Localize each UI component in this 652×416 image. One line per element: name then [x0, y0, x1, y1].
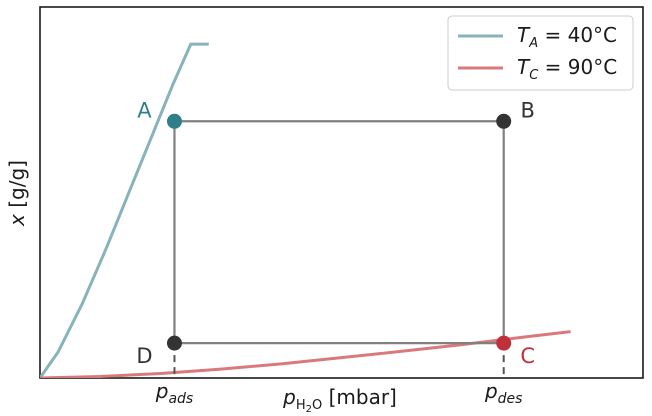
point-a	[166, 113, 182, 129]
point-label-a: A	[137, 98, 152, 122]
svg-text:x [g/g]: x [g/g]	[5, 160, 29, 227]
cycle-layer	[173, 120, 505, 345]
series-line-ta	[40, 42, 209, 378]
point-label-b: B	[520, 98, 534, 122]
x-ticks-layer: pads pdes	[155, 343, 523, 407]
series-line-tc	[40, 330, 571, 378]
state-points-layer: A B C D	[136, 98, 535, 368]
legend-label-tc: TC = 90°C	[517, 55, 617, 83]
point-b	[496, 113, 512, 129]
point-label-c: C	[520, 344, 535, 368]
x-axis-label: pH2O [mbar]	[282, 385, 397, 415]
curves-layer	[40, 42, 571, 378]
x-tick-label-des: pdes	[484, 379, 523, 407]
x-tick-label-ads: pads	[155, 379, 193, 407]
y-axis-label: x [g/g]	[5, 160, 29, 227]
point-label-d: D	[136, 344, 152, 368]
legend: TA = 40°C TC = 90°C	[447, 15, 634, 91]
svg-text:pH2O [mbar]: pH2O [mbar]	[282, 385, 397, 415]
point-d	[166, 335, 182, 351]
point-c	[496, 335, 512, 351]
legend-label-ta: TA = 40°C	[517, 23, 617, 51]
